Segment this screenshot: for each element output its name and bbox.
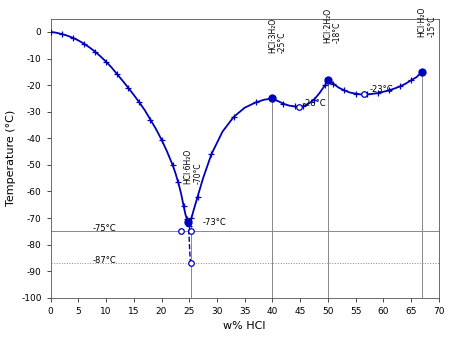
Text: -28°C: -28°C [303,99,327,108]
Text: -23°C: -23°C [369,85,393,94]
Y-axis label: Temperature (°C): Temperature (°C) [5,110,16,206]
Text: HCl·6H₂O
-70°C: HCl·6H₂O -70°C [184,148,202,184]
Text: -73°C: -73°C [203,218,227,226]
Text: HCl·2H₂O
-18°C: HCl·2H₂O -18°C [324,7,342,42]
Text: -75°C: -75°C [92,224,116,233]
Text: -87°C: -87°C [92,256,116,265]
Text: HCl·H₂O
-15°C: HCl·H₂O -15°C [418,7,436,37]
X-axis label: w% HCl: w% HCl [223,321,266,332]
Text: HCl·3H₂O
-25°C: HCl·3H₂O -25°C [268,18,287,53]
